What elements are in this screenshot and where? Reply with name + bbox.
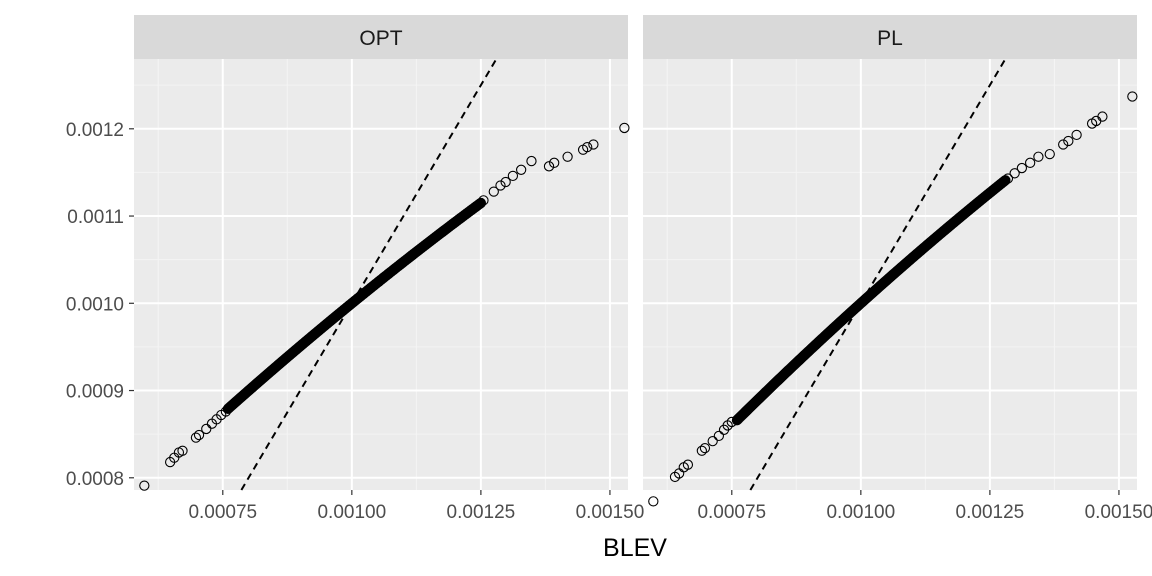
x-axis-title: BLEV (603, 534, 667, 562)
panel-opt: OPT 0.00075 0.00100 0.00125 0.00150 (134, 15, 644, 523)
data-point (1024, 157, 1036, 168)
data-point (1127, 91, 1138, 102)
y-tick-label: 0.0011 (67, 207, 124, 228)
data-point (707, 435, 718, 447)
y-tick-label: 0.0010 (66, 294, 124, 315)
data-point (619, 122, 630, 134)
data-point (1063, 135, 1074, 147)
data-point (1000, 175, 1011, 186)
data-point (1016, 162, 1028, 174)
data-point (139, 480, 150, 491)
data-point (495, 180, 506, 191)
data-point (488, 186, 499, 197)
data-point (478, 195, 489, 206)
data-point (699, 442, 711, 454)
x-ticks-opt: 0.00075 0.00100 0.00125 0.00150 (188, 490, 644, 523)
y-tick-label: 0.0009 (66, 382, 124, 403)
data-point (726, 416, 737, 428)
data-point (177, 445, 188, 456)
y-tick-label: 0.0012 (66, 120, 124, 141)
x-tick-label: 0.00125 (447, 502, 516, 523)
points-opt (139, 122, 630, 491)
x-tick-label: 0.00125 (956, 502, 1025, 523)
data-point (190, 432, 202, 443)
x-tick-label: 0.00100 (826, 502, 895, 523)
data-point (515, 164, 527, 175)
data-point (1033, 151, 1044, 162)
panel-pl: PL 0.00075 0.00100 0.00125 0.00150 (643, 15, 1152, 523)
x-tick-label: 0.00075 (697, 502, 766, 523)
data-point (549, 157, 560, 168)
strip-bg-pl (643, 15, 1137, 59)
data-point (713, 430, 725, 442)
data-point (507, 170, 519, 182)
data-point (526, 155, 537, 167)
data-point (1002, 173, 1014, 184)
data-point (696, 445, 707, 456)
data-point (500, 176, 511, 188)
x-ticks-pl: 0.00075 0.00100 0.00125 0.00150 (697, 490, 1152, 523)
data-point (1058, 139, 1069, 150)
data-point (682, 459, 694, 470)
strip-label-opt: OPT (359, 27, 402, 50)
data-point (1044, 148, 1055, 160)
data-point (648, 496, 659, 507)
x-tick-label: 0.00100 (317, 502, 386, 523)
data-point (543, 161, 555, 172)
y-axis: 0.0008 0.0009 0.0010 0.0011 0.0012 (66, 120, 134, 490)
gridlines-pl (643, 59, 1137, 490)
data-point (220, 406, 232, 417)
data-point (193, 429, 205, 441)
data-point (1009, 168, 1020, 179)
x-tick-label: 0.00075 (188, 502, 257, 523)
data-point (582, 141, 593, 153)
points-pl (648, 91, 1138, 507)
x-tick-label: 0.00150 (576, 502, 645, 523)
data-point (562, 151, 573, 162)
data-point (475, 197, 487, 209)
y-tick-label: 0.0008 (66, 469, 124, 490)
data-point (588, 139, 599, 150)
gridlines-opt (134, 59, 628, 490)
data-point (201, 423, 212, 435)
strip-label-pl: PL (877, 27, 903, 50)
strip-bg-opt (134, 15, 628, 59)
x-tick-label: 0.00150 (1085, 502, 1152, 523)
data-point (1097, 111, 1108, 122)
data-point (1071, 129, 1082, 141)
